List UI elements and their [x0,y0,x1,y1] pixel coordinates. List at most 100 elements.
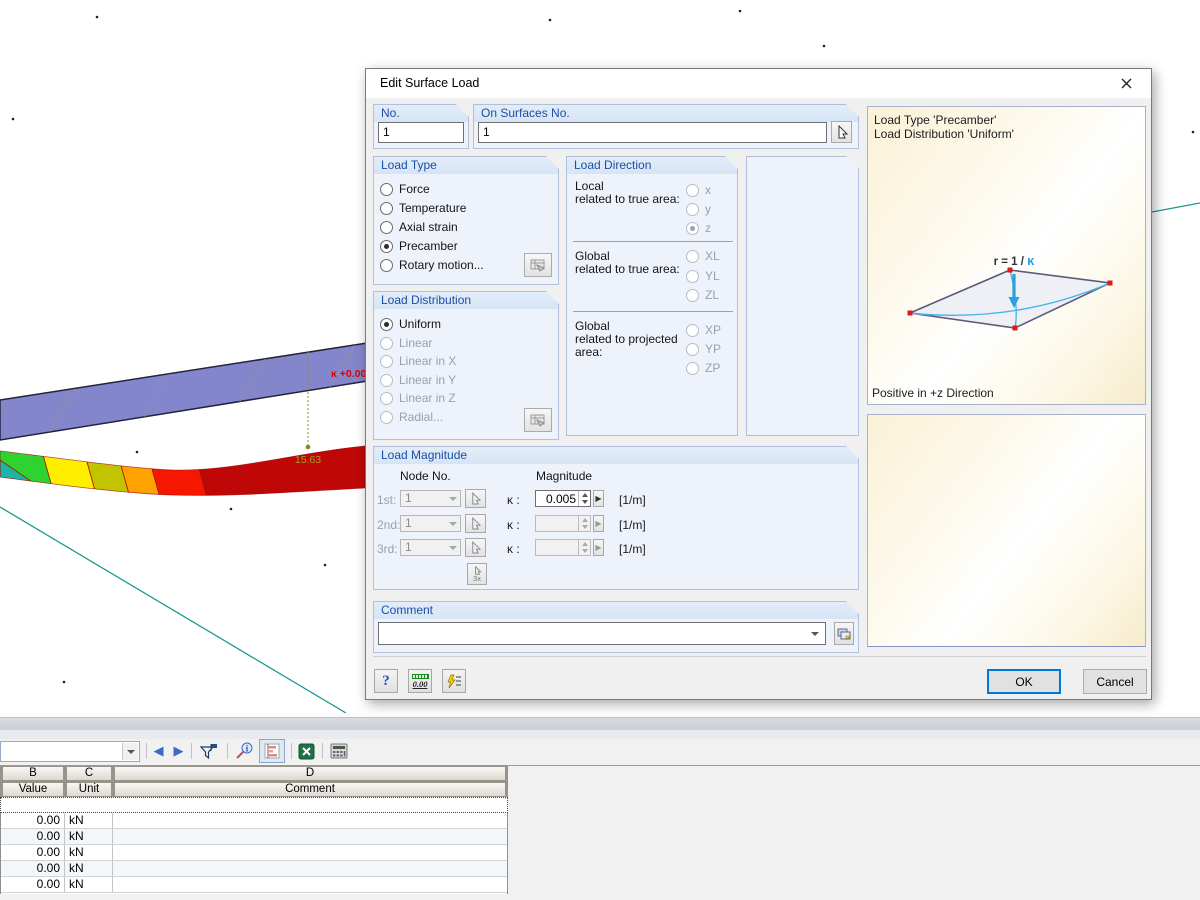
global-proj-label-line2: related to projected [575,332,678,346]
group-load-magnitude-title: Load Magnitude [374,447,858,464]
filter-button[interactable] [198,741,220,761]
load-type-edit-button [524,253,552,277]
export-excel-button[interactable] [296,741,316,761]
toolbar-separator [227,743,228,759]
cell-unit[interactable]: kN [65,877,113,892]
surface-mesh-lines [48,344,356,434]
panel-divider [0,713,1200,717]
quick-input-button[interactable] [442,669,466,693]
col-letter-b[interactable]: B [2,766,64,781]
table-row[interactable]: 0.00 kN [1,861,507,877]
load-arrow-head [1008,297,1020,308]
cell-comment[interactable] [113,877,507,892]
cell-comment[interactable] [113,813,507,828]
radio-icon-disabled [686,270,699,283]
cell-value[interactable]: 0.00 [2,813,65,828]
cancel-button[interactable]: Cancel [1083,669,1147,694]
radio-icon [380,183,393,196]
result-diagrams-toggle[interactable] [259,739,285,763]
active-edit-row[interactable] [0,797,508,813]
info-load-distribution: Load Distribution 'Uniform' [874,127,1014,141]
calculator-button[interactable] [328,741,350,761]
chevron-down-icon[interactable] [811,632,819,636]
close-button[interactable] [1104,70,1149,97]
comment-combobox[interactable] [378,622,826,645]
result-info-button[interactable]: i [233,741,255,761]
help-button[interactable]: ? [374,669,398,693]
cell-value[interactable]: 0.00 [2,829,65,844]
combobox-dropdown-button[interactable] [122,743,138,760]
global-true-label-line1: Global [575,249,610,263]
radio-global-zl: ZL [686,287,719,303]
previous-table-button[interactable]: ◀ [153,743,164,758]
cell-comment[interactable] [113,861,507,876]
on-surfaces-field[interactable]: 1 [478,122,827,143]
radio-icon-disabled [686,250,699,263]
unit-label-1: [1/m] [619,493,646,507]
units-settings-button[interactable]: 0.00 [408,669,432,693]
dialog-titlebar[interactable]: Edit Surface Load [366,69,1151,98]
table-row[interactable]: 0.00 kN [1,813,507,829]
table-filter-combobox[interactable] [0,741,140,762]
group-no-title: No. [374,105,468,122]
cell-value[interactable]: 0.00 [2,877,65,892]
col-header-comment[interactable]: Comment [114,782,506,797]
radio-rotary-motion[interactable]: Rotary motion... [380,257,484,273]
cell-unit[interactable]: kN [65,845,113,860]
chevron-down-icon [449,497,457,501]
spin-down-icon[interactable] [579,499,590,507]
cell-unit[interactable]: kN [65,813,113,828]
panel-bar-light [0,730,1200,739]
global-true-label-line2: related to true area: [575,262,680,276]
ordinal-2nd: 2nd: [377,518,401,532]
panel-bar[interactable] [0,717,1200,730]
model-viewport[interactable]: 15.63 κ +0.005 [0,0,1200,713]
radio-precamber[interactable]: Precamber [380,238,458,254]
cell-value[interactable]: 0.00 [2,861,65,876]
toolbar-separator [322,743,323,759]
info-panel-secondary [867,414,1146,647]
magnitude-2-spinner [535,515,591,532]
col-header-value[interactable]: Value [2,782,64,797]
edit-table-icon [530,414,546,427]
cell-value[interactable]: 0.00 [2,845,65,860]
radio-force[interactable]: Force [380,181,430,197]
radio-axial-strain[interactable]: Axial strain [380,219,458,235]
comment-templates-button[interactable] [834,622,854,645]
radio-icon [380,259,393,272]
chevron-down-icon [449,522,457,526]
radio-icon-selected-disabled [686,222,699,235]
group-load-direction-title: Load Direction [567,157,737,174]
cell-comment[interactable] [113,845,507,860]
model-node-points [11,9,1195,684]
load-no-field[interactable]: 1 [378,122,464,143]
direction-separator [573,311,733,312]
radio-temperature[interactable]: Temperature [380,200,466,216]
ok-button[interactable]: OK [987,669,1061,694]
cell-comment[interactable] [113,829,507,844]
spin-up-icon [579,540,590,548]
magnitude-1-detail-button[interactable]: ▶ [593,490,604,507]
group-load-type: Load Type Force Temperature Axial strain… [373,156,559,285]
toolbar-separator [146,743,147,759]
magnitude-1-spinner[interactable]: 0.005 [535,490,591,507]
cell-unit[interactable]: kN [65,829,113,844]
radio-uniform[interactable]: Uniform [380,316,441,332]
next-table-button[interactable]: ▶ [173,743,184,758]
col-letter-d[interactable]: D [114,766,506,781]
pick-surfaces-button[interactable] [831,121,852,143]
radio-icon [380,221,393,234]
radio-icon-disabled [380,355,393,368]
node-3-dropdown: 1 [400,539,461,556]
radio-icon-disabled [380,411,393,424]
svg-text:i: i [245,744,248,754]
radio-global-yp: YP [686,341,721,357]
table-row[interactable]: 0.00 kN [1,829,507,845]
table-row[interactable]: 0.00 kN [1,845,507,861]
table-row[interactable]: 0.00 kN [1,877,507,893]
cell-unit[interactable]: kN [65,861,113,876]
units-decimal-label: 0.00 [412,678,428,689]
col-header-unit[interactable]: Unit [66,782,112,797]
spin-up-icon[interactable] [579,491,590,499]
col-letter-c[interactable]: C [66,766,112,781]
